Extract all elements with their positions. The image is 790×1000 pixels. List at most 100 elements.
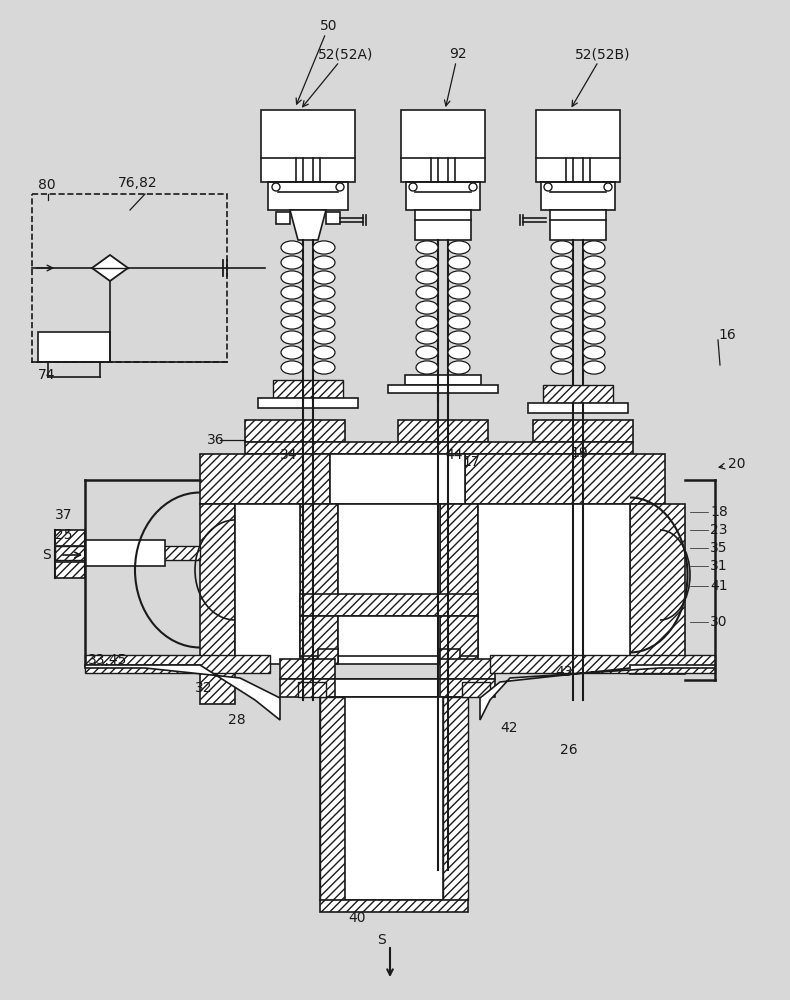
Bar <box>300 504 338 664</box>
Bar <box>276 212 290 224</box>
Ellipse shape <box>313 316 335 329</box>
Bar <box>280 679 495 697</box>
Bar <box>388 385 498 393</box>
Text: 76,82: 76,82 <box>118 176 158 190</box>
Ellipse shape <box>313 361 335 374</box>
Circle shape <box>409 183 417 191</box>
Ellipse shape <box>583 316 605 329</box>
Circle shape <box>604 183 612 191</box>
Text: 33,45: 33,45 <box>88 653 127 667</box>
Bar <box>440 659 495 679</box>
Ellipse shape <box>551 316 573 329</box>
Text: 41: 41 <box>710 579 728 593</box>
Ellipse shape <box>416 271 438 284</box>
Ellipse shape <box>416 316 438 329</box>
Text: 36: 36 <box>207 433 224 447</box>
Bar <box>273 380 343 398</box>
Bar <box>528 403 628 413</box>
Ellipse shape <box>416 346 438 359</box>
Bar <box>261 110 355 182</box>
Polygon shape <box>85 665 280 720</box>
Bar <box>320 697 468 900</box>
Ellipse shape <box>281 346 303 359</box>
Ellipse shape <box>448 241 470 254</box>
Text: 31: 31 <box>710 559 728 573</box>
Text: 50: 50 <box>296 19 337 104</box>
Bar <box>320 900 468 912</box>
Text: 42: 42 <box>500 721 517 735</box>
Polygon shape <box>92 255 128 281</box>
Ellipse shape <box>313 241 335 254</box>
Ellipse shape <box>551 361 573 374</box>
Bar <box>440 504 478 664</box>
Ellipse shape <box>448 331 470 344</box>
Bar <box>335 679 440 697</box>
Circle shape <box>469 183 477 191</box>
Ellipse shape <box>281 286 303 299</box>
Ellipse shape <box>416 286 438 299</box>
Bar <box>550 210 606 240</box>
Bar <box>338 504 440 664</box>
Text: 52(52B): 52(52B) <box>572 47 630 106</box>
Bar <box>543 385 613 403</box>
Bar <box>345 697 443 900</box>
Ellipse shape <box>313 271 335 284</box>
Ellipse shape <box>281 361 303 374</box>
Bar <box>318 649 338 664</box>
Ellipse shape <box>281 271 303 284</box>
Text: 35: 35 <box>710 541 728 555</box>
Ellipse shape <box>448 361 470 374</box>
Bar <box>320 697 345 900</box>
Bar <box>280 659 335 679</box>
Polygon shape <box>290 210 326 240</box>
Ellipse shape <box>583 241 605 254</box>
Ellipse shape <box>281 241 303 254</box>
Text: 40: 40 <box>348 911 366 925</box>
Text: 18: 18 <box>710 505 728 519</box>
Bar <box>268 182 348 210</box>
Bar <box>536 110 620 182</box>
Ellipse shape <box>551 346 573 359</box>
Text: S: S <box>42 548 51 562</box>
Bar <box>32 194 227 362</box>
Text: 37: 37 <box>55 508 73 522</box>
Bar <box>200 454 330 504</box>
Bar <box>465 454 665 504</box>
Text: 28: 28 <box>228 713 246 727</box>
Bar <box>85 655 270 673</box>
Bar <box>440 616 478 656</box>
Bar <box>541 182 615 210</box>
Ellipse shape <box>416 256 438 269</box>
Ellipse shape <box>448 256 470 269</box>
Bar <box>415 210 471 240</box>
Bar <box>298 682 326 697</box>
Ellipse shape <box>313 286 335 299</box>
Ellipse shape <box>313 301 335 314</box>
Ellipse shape <box>448 346 470 359</box>
Bar <box>401 110 485 182</box>
Text: 26: 26 <box>560 743 577 757</box>
Polygon shape <box>480 665 715 720</box>
Ellipse shape <box>551 271 573 284</box>
Text: 23: 23 <box>710 523 728 537</box>
Ellipse shape <box>448 316 470 329</box>
Text: 16: 16 <box>718 328 735 342</box>
Text: 19: 19 <box>570 446 588 460</box>
Bar <box>630 504 685 674</box>
Circle shape <box>272 183 280 191</box>
Bar <box>478 504 630 664</box>
Bar <box>38 332 110 362</box>
Ellipse shape <box>583 256 605 269</box>
Bar <box>258 398 358 408</box>
Text: 34: 34 <box>280 448 298 462</box>
Bar <box>245 420 345 442</box>
Circle shape <box>336 183 344 191</box>
Bar <box>330 454 465 504</box>
Ellipse shape <box>551 256 573 269</box>
Ellipse shape <box>583 361 605 374</box>
Text: 74: 74 <box>38 368 55 382</box>
Bar <box>326 212 340 224</box>
Text: 52(52A): 52(52A) <box>303 47 374 107</box>
Ellipse shape <box>551 331 573 344</box>
Ellipse shape <box>583 331 605 344</box>
